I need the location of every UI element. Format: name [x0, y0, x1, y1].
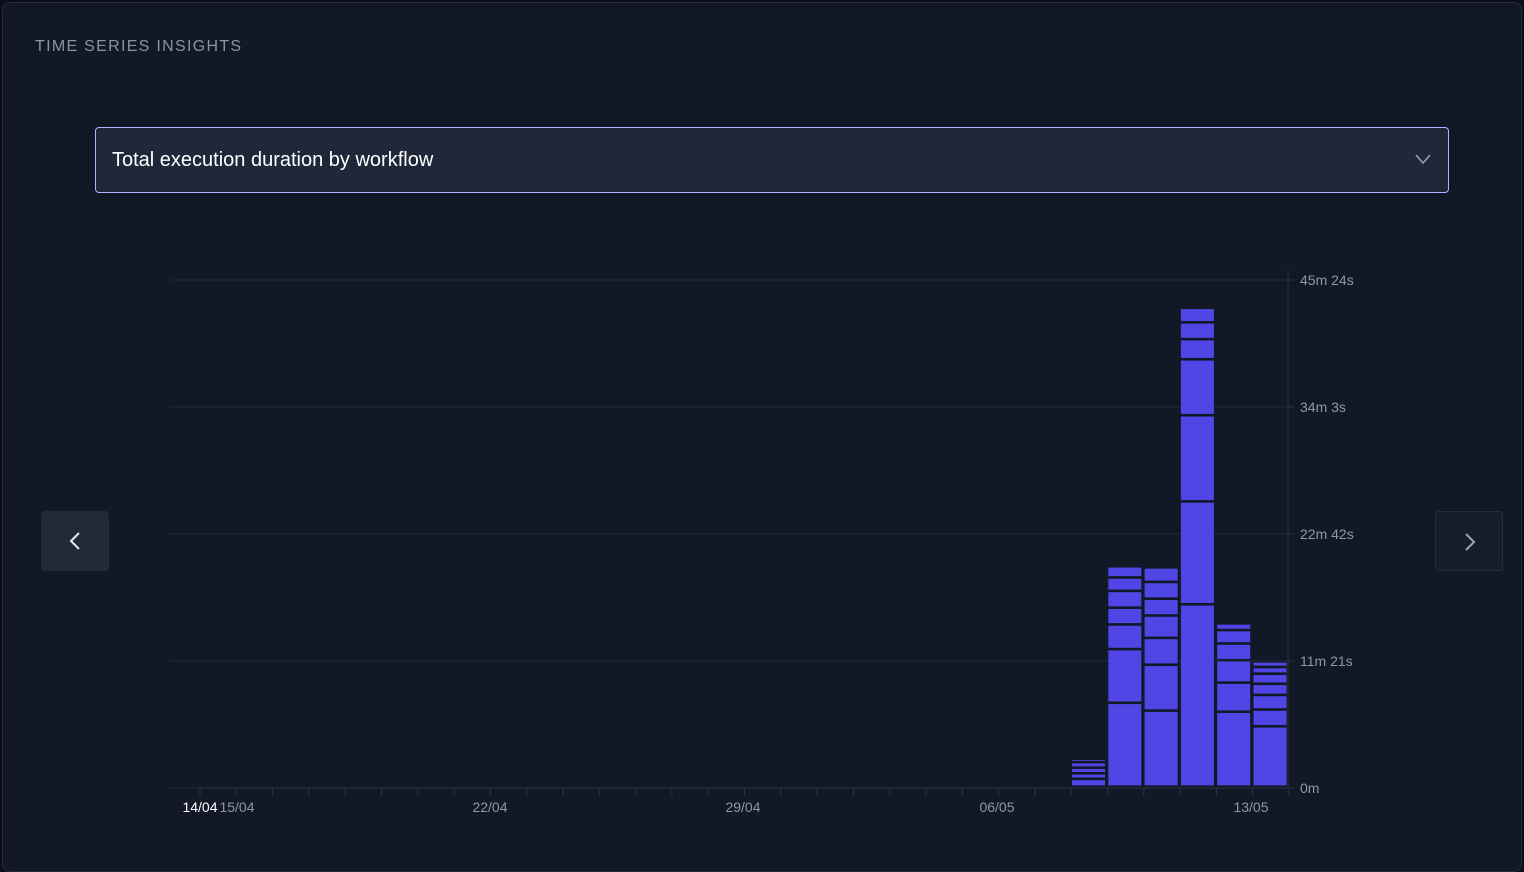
- bar-segment[interactable]: [1217, 683, 1251, 711]
- bar-segment[interactable]: [1144, 600, 1178, 615]
- y-tick-label: 11m 21s: [1300, 653, 1353, 669]
- bar-segment[interactable]: [1144, 666, 1178, 710]
- x-tick-label: 06/05: [979, 799, 1014, 815]
- chevron-right-icon: [1465, 533, 1476, 551]
- bar-segment[interactable]: [1072, 760, 1105, 761]
- bar-segment[interactable]: [1180, 416, 1214, 501]
- bar-segment[interactable]: [1217, 661, 1251, 682]
- chevron-left-icon: [69, 532, 80, 550]
- x-tick-label: 22/04: [472, 799, 507, 815]
- bar-segment[interactable]: [1253, 662, 1287, 666]
- bar-segment[interactable]: [1144, 583, 1178, 598]
- x-tick-label: 29/04: [725, 799, 760, 815]
- bar-segment[interactable]: [1180, 605, 1214, 786]
- bar-segment[interactable]: [1108, 578, 1142, 590]
- bar-stack[interactable]: [1108, 567, 1142, 786]
- bar-segment[interactable]: [1253, 668, 1287, 673]
- bar-segment[interactable]: [1180, 502, 1214, 604]
- bar-segment[interactable]: [1180, 309, 1214, 322]
- bar-segment[interactable]: [1144, 711, 1178, 786]
- bar-stack[interactable]: [1253, 662, 1287, 786]
- y-tick-label: 0m: [1300, 780, 1319, 796]
- next-chart-button[interactable]: [1435, 511, 1503, 571]
- bar-segment[interactable]: [1217, 713, 1251, 786]
- bar-stack[interactable]: [1217, 624, 1251, 786]
- bar-segment[interactable]: [1108, 704, 1142, 786]
- metric-dropdown-value: Total execution duration by workflow: [112, 149, 434, 171]
- bar-segment[interactable]: [1072, 780, 1105, 786]
- previous-chart-button[interactable]: [41, 511, 109, 571]
- chevron-down-icon: [1414, 152, 1432, 166]
- bar-segment[interactable]: [1253, 685, 1287, 694]
- bar-segment[interactable]: [1072, 774, 1105, 778]
- bar-segment[interactable]: [1144, 568, 1178, 581]
- bar-segment[interactable]: [1072, 763, 1105, 767]
- section-title: TIME SERIES INSIGHTS: [35, 38, 243, 55]
- bar-segment[interactable]: [1253, 727, 1287, 786]
- x-tick-label: 13/05: [1233, 799, 1268, 815]
- bar-segment[interactable]: [1108, 625, 1142, 648]
- bar-segment[interactable]: [1217, 644, 1251, 659]
- y-tick-label: 34m 3s: [1300, 399, 1346, 415]
- bar-segment[interactable]: [1144, 616, 1178, 637]
- bar-segment[interactable]: [1180, 323, 1214, 338]
- bar-segment[interactable]: [1108, 567, 1142, 577]
- bar-segment[interactable]: [1180, 340, 1214, 358]
- bar-segment[interactable]: [1072, 768, 1105, 772]
- bar-stack[interactable]: [1180, 309, 1214, 786]
- bar-segment[interactable]: [1253, 696, 1287, 709]
- x-tick-label: 15/04: [219, 799, 254, 815]
- bar-segment[interactable]: [1108, 608, 1142, 624]
- bar-stack[interactable]: [1072, 760, 1105, 786]
- bar-segment[interactable]: [1217, 624, 1251, 629]
- bar-stack[interactable]: [1144, 568, 1178, 786]
- bar-segment[interactable]: [1108, 592, 1142, 607]
- y-tick-label: 22m 42s: [1300, 526, 1354, 542]
- x-tick-label: 14/04: [182, 799, 217, 815]
- bar-segment[interactable]: [1217, 631, 1251, 643]
- bar-segment[interactable]: [1144, 639, 1178, 664]
- metric-dropdown[interactable]: Total execution duration by workflow: [95, 127, 1449, 193]
- bar-segment[interactable]: [1108, 650, 1142, 702]
- y-tick-label: 45m 24s: [1300, 272, 1354, 288]
- bar-segment[interactable]: [1253, 674, 1287, 683]
- bar-segment[interactable]: [1180, 360, 1214, 414]
- bar-segment[interactable]: [1253, 710, 1287, 725]
